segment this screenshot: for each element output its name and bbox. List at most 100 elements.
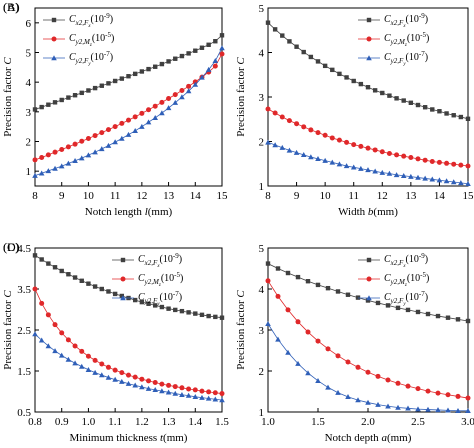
- series-line: [34, 288, 223, 394]
- circle-marker: [85, 136, 91, 142]
- circle-marker: [379, 149, 385, 155]
- triangle-marker: [393, 172, 400, 178]
- triangle-marker: [265, 321, 271, 327]
- panel-label: (A): [3, 0, 20, 14]
- legend-label: Cx2,Fx(10-9): [69, 12, 113, 29]
- square-marker: [46, 102, 51, 107]
- circle-marker: [45, 152, 51, 158]
- square-marker: [430, 107, 435, 112]
- y-tick-label: 2.5: [17, 325, 31, 337]
- circle-marker: [345, 359, 351, 365]
- circle-marker: [146, 107, 152, 113]
- legend-square-marker: [51, 17, 57, 23]
- x-tick-label: 0.8: [28, 416, 42, 428]
- square-marker: [365, 85, 371, 90]
- triangle-marker: [385, 403, 391, 409]
- x-tick-label: 13: [163, 190, 175, 202]
- triangle-marker: [172, 390, 179, 396]
- triangle-marker: [172, 99, 179, 105]
- triangle-marker: [139, 384, 145, 390]
- triangle-marker: [358, 165, 364, 171]
- circle-marker: [394, 152, 400, 158]
- x-tick-label: 9: [59, 190, 65, 202]
- series-2: [32, 51, 225, 163]
- circle-marker: [172, 92, 178, 98]
- series-line: [267, 323, 468, 412]
- triangle-marker: [435, 407, 441, 413]
- circle-marker: [186, 83, 192, 89]
- circle-marker: [401, 153, 407, 159]
- legend-triangle-marker: [366, 295, 372, 301]
- triangle-marker: [152, 114, 159, 120]
- circle-marker: [92, 133, 98, 139]
- legend-circle-marker: [366, 276, 372, 282]
- y-tick-label: 2: [26, 137, 32, 149]
- square-marker: [344, 75, 349, 80]
- y-tick-label: 4: [26, 77, 32, 89]
- circle-marker: [179, 385, 185, 391]
- triangle-marker: [152, 387, 159, 393]
- circle-marker: [422, 157, 428, 163]
- triangle-marker: [205, 66, 212, 72]
- legend-circle-marker: [366, 36, 372, 42]
- y-tick-label: 6: [26, 18, 32, 30]
- x-tick-label: 3.0: [461, 416, 474, 428]
- circle-marker: [52, 322, 58, 328]
- circle-marker: [372, 147, 378, 153]
- triangle-marker: [329, 159, 336, 165]
- square-marker: [106, 289, 111, 294]
- triangle-marker: [105, 142, 112, 148]
- square-marker: [153, 303, 158, 308]
- triangle-marker: [179, 94, 185, 100]
- triangle-marker: [65, 160, 72, 166]
- x-tick-label: 10: [320, 190, 332, 202]
- circle-marker: [286, 118, 292, 124]
- y-tick-label: 3.5: [17, 284, 31, 296]
- y-axis-label: Precision factor C: [235, 290, 247, 370]
- square-marker: [206, 42, 211, 47]
- legend-square-marker: [366, 17, 372, 23]
- y-tick-label: 4.5: [17, 243, 31, 255]
- y-tick-label: 2: [259, 366, 265, 378]
- series-1: [32, 33, 225, 112]
- triangle-marker: [322, 157, 328, 163]
- circle-marker: [99, 361, 105, 367]
- legend-circle-marker: [51, 36, 57, 42]
- circle-marker: [72, 141, 78, 147]
- square-marker: [92, 284, 98, 289]
- square-marker: [394, 96, 399, 101]
- x-tick-label: 12: [377, 190, 388, 202]
- square-marker: [72, 93, 78, 98]
- y-tick-label: 1: [26, 166, 32, 178]
- square-marker: [351, 78, 356, 84]
- y-tick-label: 5: [26, 48, 32, 60]
- triangle-marker: [429, 176, 436, 182]
- square-marker: [287, 39, 292, 44]
- circle-marker: [295, 319, 301, 325]
- series-3: [32, 331, 225, 403]
- triangle-marker: [293, 149, 300, 155]
- legend-triangle-marker: [366, 55, 372, 61]
- triangle-marker: [375, 401, 381, 407]
- y-axis-label: Precision factor C: [2, 290, 14, 370]
- square-marker: [52, 265, 58, 270]
- circle-marker: [308, 127, 314, 133]
- triangle-marker: [58, 352, 65, 358]
- square-marker: [139, 299, 145, 305]
- square-marker: [99, 286, 104, 292]
- triangle-marker: [119, 135, 125, 141]
- square-marker: [401, 98, 406, 103]
- triangle-marker: [45, 168, 52, 174]
- triangle-marker: [205, 395, 212, 401]
- x-tick-label: 15: [217, 190, 229, 202]
- series-3: [265, 321, 471, 413]
- triangle-marker: [85, 366, 92, 372]
- square-marker: [146, 301, 151, 306]
- triangle-marker: [165, 105, 172, 111]
- x-tick-label: 2.5: [411, 416, 425, 428]
- square-marker: [422, 105, 428, 110]
- series-line: [34, 47, 223, 176]
- square-marker: [112, 78, 118, 84]
- circle-marker: [212, 63, 218, 69]
